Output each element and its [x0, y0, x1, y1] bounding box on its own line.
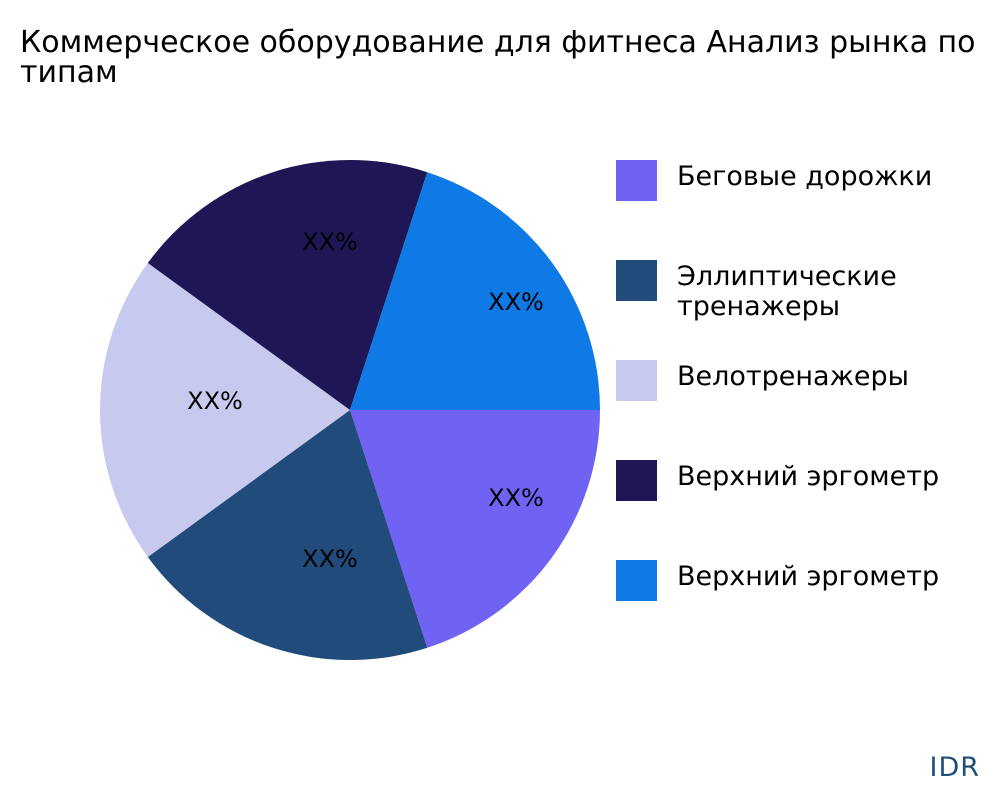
- chart-title: Коммерческое оборудование для фитнеса Ан…: [20, 28, 1000, 88]
- legend-label: Верхний эргометр: [677, 461, 940, 492]
- legend-swatch: [616, 260, 657, 301]
- pie-slice-upper-ergometer-1: [147, 159, 428, 410]
- chart-title-line-2: типам: [20, 55, 118, 90]
- legend-swatch: [616, 160, 657, 201]
- pie-slice-treadmills: [350, 410, 600, 648]
- slice-label-treadmills: XX%: [488, 484, 544, 512]
- chart-title-line-1: Коммерческое оборудование для фитнеса Ан…: [20, 25, 976, 60]
- pie-slice-ellipticals: [147, 410, 428, 661]
- slice-label-upper-ergometer-2: XX%: [488, 288, 544, 316]
- legend-swatch: [616, 360, 657, 401]
- idr-watermark-logo: IDR: [929, 752, 980, 783]
- legend-swatch: [616, 460, 657, 501]
- legend-label: Велотренажеры: [677, 361, 909, 392]
- legend-label: Эллиптические тренажеры: [677, 261, 897, 322]
- slice-label-ellipticals: XX%: [302, 545, 358, 573]
- legend-label: Верхний эргометр: [677, 561, 940, 592]
- legend-label: Беговые дорожки: [677, 161, 933, 192]
- slice-label-exercise-bikes: XX%: [187, 387, 243, 415]
- slice-label-upper-ergometer-1: XX%: [302, 228, 358, 256]
- pie-slice-upper-ergometer-2: [350, 172, 600, 410]
- pie-slice-exercise-bikes: [100, 263, 350, 557]
- legend-swatch: [616, 560, 657, 601]
